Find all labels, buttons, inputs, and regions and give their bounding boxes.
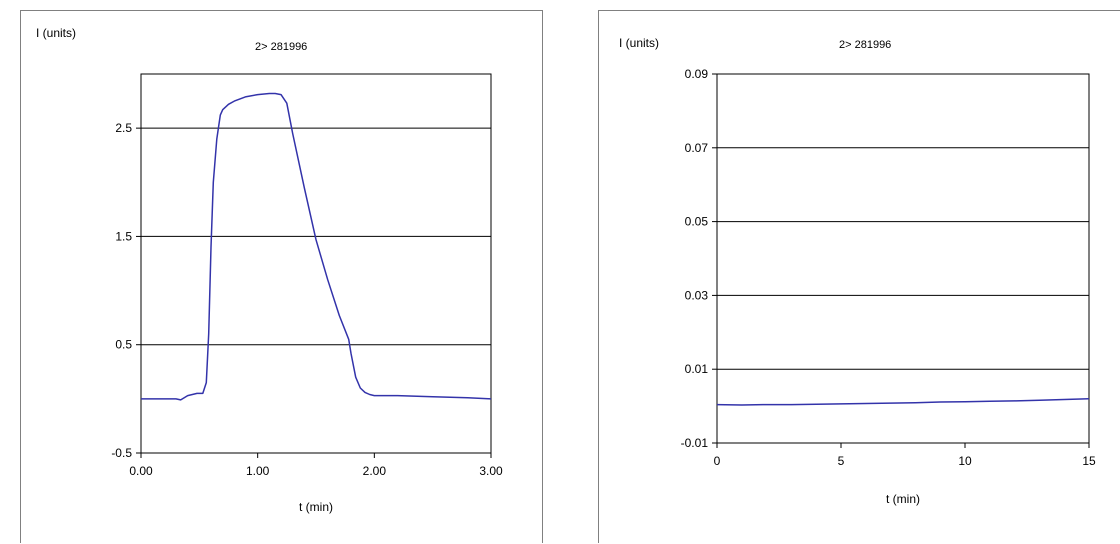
chart-left: 2> 281996 I (units) t (min) 2.5 1.5 0.5 -0.5 0.…: [36, 26, 503, 514]
x-tick-label: 10: [958, 454, 972, 468]
x-tick-label: 1.00: [246, 464, 270, 478]
y-tick-label: 2.5: [115, 121, 132, 135]
x-tick-label: 15: [1082, 454, 1096, 468]
chart-title: 2> 281996: [255, 41, 307, 53]
x-tick-label: 3.00: [479, 464, 503, 478]
x-tick-label: 0: [714, 454, 721, 468]
x-axis-label: t (min): [886, 492, 920, 506]
y-axis-label: I (units): [619, 36, 659, 50]
plot-frame: [716, 73, 1090, 444]
chart-panel-left: 2> 281996 I (units) t (min) 2.5 1.5 0.5 -0.5 0.…: [20, 10, 543, 543]
x-tick-label: 5: [838, 454, 845, 468]
y-tick-label: 0.5: [115, 338, 132, 352]
chart-right: 2> 281996 I (units) t (min) 0.09 0.07 0.05 0.0…: [619, 36, 1096, 506]
y-tick-label: 0.05: [685, 215, 709, 229]
y-axis-label: I (units): [36, 26, 76, 40]
chart-panel-right: 2> 281996 I (units) t (min) 0.09 0.07 0.05 0.0…: [598, 10, 1120, 543]
y-tick-label: 0.09: [685, 67, 709, 81]
chart-title: 2> 281996: [839, 39, 891, 51]
x-axis-label: t (min): [299, 500, 333, 514]
y-tick-label: 1.5: [115, 229, 132, 243]
y-tick-label: 0.03: [685, 288, 709, 302]
x-tick-label: 0.00: [129, 464, 153, 478]
x-tick-label: 2.00: [363, 464, 387, 478]
y-tick-label: -0.01: [681, 436, 709, 450]
y-tick-label: 0.07: [685, 141, 709, 155]
series-line: [141, 92, 492, 401]
plot-frame: [140, 73, 492, 454]
series-line: [716, 397, 1090, 406]
y-tick-label: 0.01: [685, 362, 709, 376]
y-tick-label: -0.5: [111, 446, 132, 460]
